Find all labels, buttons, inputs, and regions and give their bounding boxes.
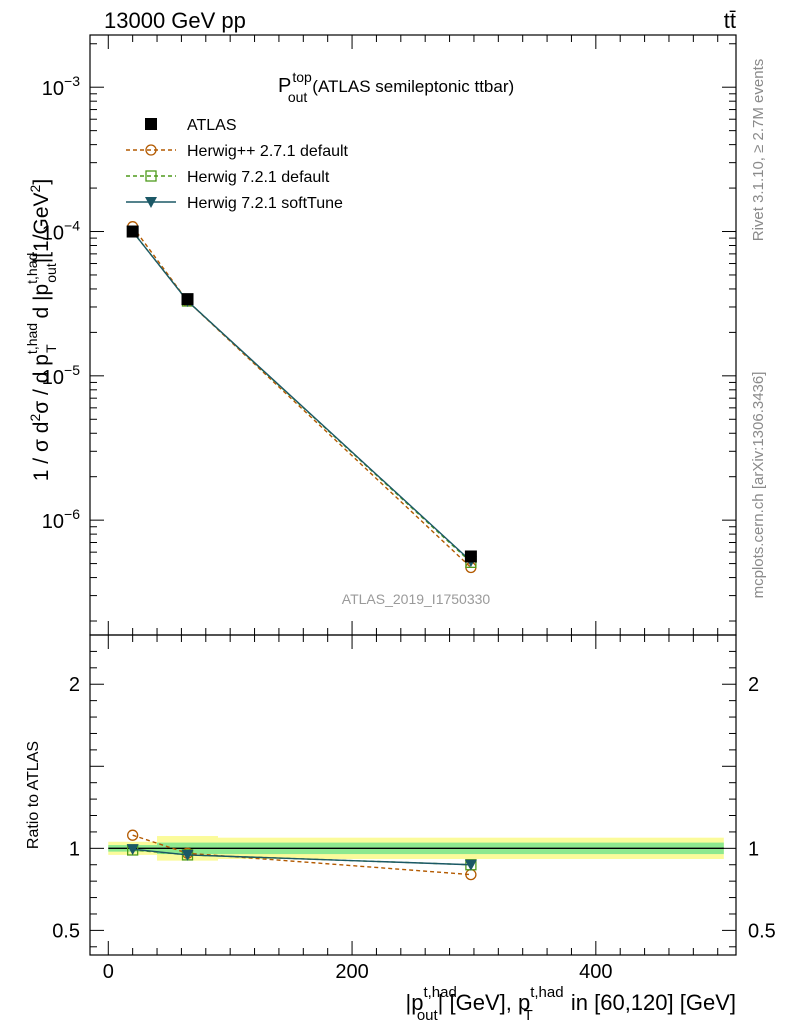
series-herwig-2-7-1-default: [127, 221, 477, 574]
main-y-tick-label: 10−5: [42, 362, 80, 389]
series-line: [132, 231, 472, 563]
x-tick-label: 400: [579, 961, 612, 983]
main-y-tick-labels: 10−6 10−5 10−4 10−3: [42, 73, 80, 533]
x-axis-label: |pt,had out| [GeV], pt,had T in [60,120] […: [405, 984, 736, 1024]
ratio-y-tick-label-left: 2: [69, 674, 80, 696]
x-tick-label: 0: [103, 961, 114, 983]
ratio-point: [464, 859, 477, 871]
ratio-point: [127, 829, 139, 841]
ratio-y-tick-label-right: 1: [748, 838, 759, 860]
legend-marker: [145, 118, 157, 130]
energy-label: 13000 GeV pp: [104, 8, 246, 33]
ratio-point: [181, 849, 194, 861]
ratio-y-tick-label-left: 1: [69, 838, 80, 860]
legend-label: Herwig 7.2.1 softTune: [187, 195, 343, 212]
main-title: Ptop out(ATLAS semileptonic ttbar): [278, 69, 514, 105]
series-line: [132, 231, 472, 562]
data-point: [181, 293, 194, 306]
main-y-tick-label: 10−4: [42, 218, 80, 245]
main-panel: 10−6 10−5 10−4 10−3 Ptop out(ATLAS semilepto…: [24, 34, 737, 636]
ratio-point: [126, 844, 139, 856]
series-herwig-7-2-1-softtune: [126, 226, 477, 568]
legend: ATLAS Herwig++ 2.7.1 default Herwig 7.2.1 …: [126, 117, 349, 212]
legend-label: Herwig++ 2.7.1 default: [187, 143, 349, 160]
series-herwig-7-2-1-default: [127, 225, 477, 568]
data-point: [464, 550, 477, 563]
watermark: ATLAS_2019_I1750330: [342, 591, 491, 607]
legend-entry: Herwig 7.2.1 default: [126, 169, 330, 186]
legend-entry: Herwig 7.2.1 softTune: [126, 195, 343, 212]
rivet-label: Rivet 3.1.10, ≥ 2.7M events: [750, 59, 767, 242]
main-series-layer: [126, 221, 477, 574]
ratio-series-herwig-7-2-1-softtune: [126, 844, 477, 871]
ratio-series-layer: [126, 829, 477, 881]
series-atlas: [126, 225, 477, 563]
ratio-y-tick-label-left: 0.5: [52, 920, 80, 942]
legend-marker: [145, 197, 157, 208]
ratio-y-tick-label-right: 0.5: [748, 920, 776, 942]
main-y-axis-label: 1 / σ d2σ / d pt,had T d |pt,had out|[1/Ge…: [24, 179, 59, 481]
data-point: [126, 225, 139, 238]
process-label: tt̄: [724, 8, 736, 33]
main-y-tick-label: 10−6: [42, 506, 80, 533]
main-axis-ticks: [90, 35, 736, 635]
legend-entry: ATLAS: [145, 117, 237, 134]
series-line: [132, 226, 472, 568]
ratio-y-axis-label: Ratio to ATLAS: [25, 741, 42, 849]
x-tick-labels: 0 200 400: [103, 961, 613, 983]
ratio-frame: [89, 634, 737, 956]
legend-label: ATLAS: [187, 117, 237, 134]
ratio-panel: 0.5 0.5 1 1 2 2 0 200 400 Ratio to ATLAS |pt,ha…: [25, 634, 776, 1024]
legend-marker: [145, 144, 157, 156]
ratio-axis-ticks: [90, 634, 736, 955]
ratio-y-tick-labels: 0.5 0.5 1 1 2 2: [52, 674, 776, 942]
legend-label: Herwig 7.2.1 default: [187, 169, 330, 186]
ratio-y-tick-label-right: 2: [748, 674, 759, 696]
legend-entry: Herwig++ 2.7.1 default: [126, 143, 349, 160]
legend-marker: [145, 170, 157, 182]
mcplots-label: mcplots.cern.ch [arXiv:1306.3436]: [750, 372, 767, 599]
main-y-tick-label: 10−3: [42, 73, 80, 100]
x-tick-label: 200: [335, 961, 368, 983]
